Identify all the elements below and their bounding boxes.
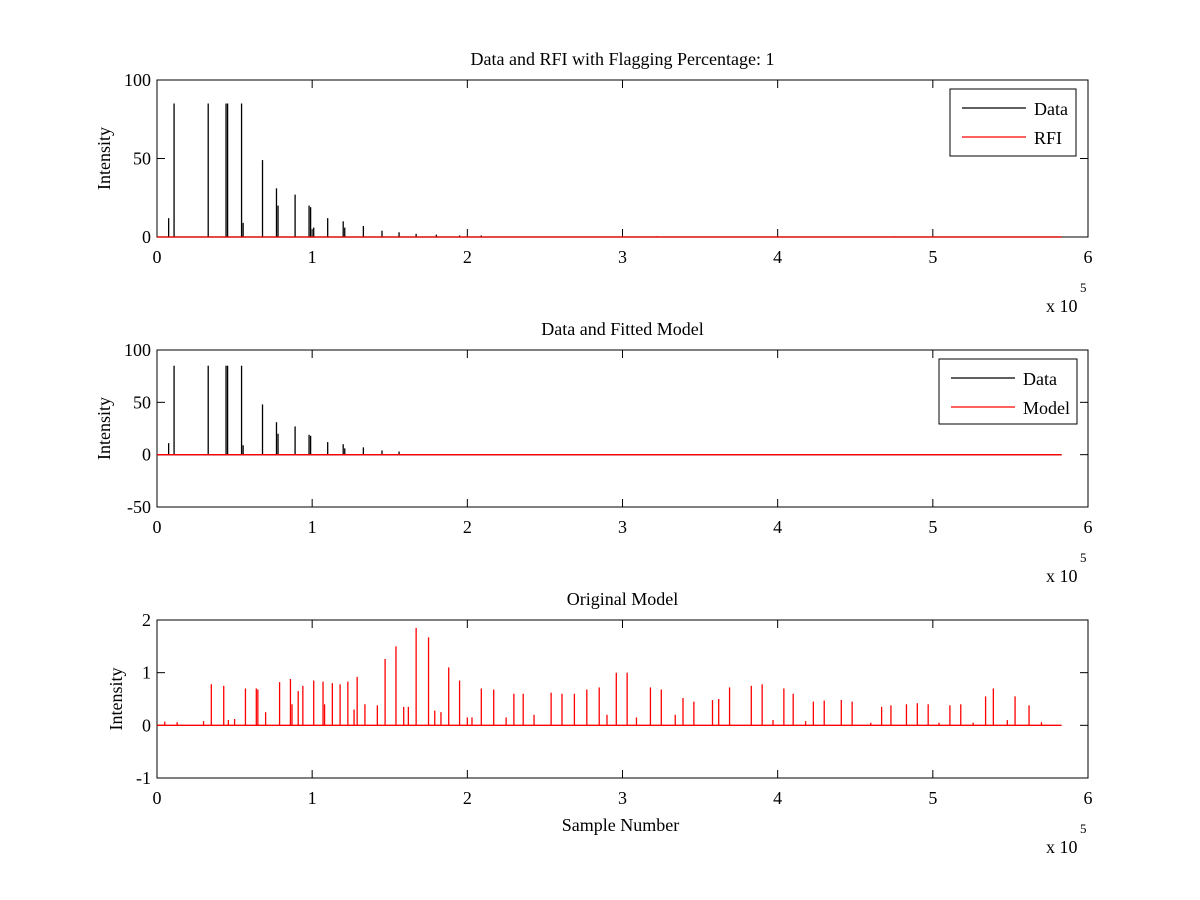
y-tick-label: 100	[124, 340, 151, 360]
axes-box	[156, 79, 1089, 238]
x-tick-label: 2	[463, 788, 472, 808]
legend: Data Model	[938, 358, 1078, 425]
series-model	[157, 627, 1062, 726]
x-exponent-label: x 10	[1046, 837, 1078, 857]
x-tick-label: 0	[153, 788, 162, 808]
x-tick-label: 4	[773, 788, 782, 808]
y-tick-label: 1	[142, 663, 151, 683]
y-tick-label: 2	[142, 610, 151, 630]
x-tick-label: 1	[308, 788, 317, 808]
axes-box	[156, 349, 1089, 508]
x-tick-label: 6	[1084, 247, 1093, 267]
y-tick-label: 0	[142, 445, 151, 465]
x-tick-label: 1	[308, 517, 317, 537]
x-tick-label: 4	[773, 517, 782, 537]
x-tick-label: 3	[618, 788, 627, 808]
x-tick-label: 0	[153, 517, 162, 537]
legend-label: RFI	[1034, 128, 1062, 148]
legend: Data RFI	[949, 88, 1077, 157]
x-tick-label: 1	[308, 247, 317, 267]
x-tick-label: 4	[773, 247, 782, 267]
y-axis-label: Intensity	[94, 127, 114, 190]
legend-label: Model	[1023, 398, 1070, 418]
x-tick-label: 5	[928, 517, 937, 537]
legend-label: Data	[1034, 99, 1068, 119]
x-exponent-label: x 10	[1046, 296, 1078, 316]
legend-box	[938, 358, 1078, 425]
chart-title: Data and Fitted Model	[541, 319, 703, 339]
x-tick-label: 2	[463, 517, 472, 537]
chart-title: Data and RFI with Flagging Percentage: 1	[471, 49, 775, 69]
y-tick-label: -50	[127, 497, 151, 517]
x-exponent-power: 5	[1080, 280, 1087, 295]
x-tick-label: 6	[1084, 517, 1093, 537]
y-tick-label: -1	[136, 768, 151, 788]
x-exponent-label: x 10	[1046, 566, 1078, 586]
x-tick-label: 0	[153, 247, 162, 267]
legend-label: Data	[1023, 369, 1057, 389]
y-axis-label: Intensity	[94, 397, 114, 460]
series-rfi	[157, 236, 1062, 238]
chart-title: Original Model	[567, 589, 678, 609]
y-tick-label: 100	[124, 70, 151, 90]
axes-box	[156, 619, 1089, 779]
x-exponent-power: 5	[1080, 550, 1087, 565]
x-tick-label: 6	[1084, 788, 1093, 808]
y-tick-label: 0	[142, 227, 151, 247]
y-axis-label: Intensity	[106, 668, 126, 731]
x-tick-label: 2	[463, 247, 472, 267]
x-tick-label: 3	[618, 517, 627, 537]
y-tick-label: 50	[133, 149, 151, 169]
x-tick-label: 5	[928, 247, 937, 267]
legend-box	[949, 88, 1077, 157]
x-tick-label: 5	[928, 788, 937, 808]
x-tick-label: 3	[618, 247, 627, 267]
x-exponent-power: 5	[1080, 821, 1087, 836]
y-tick-label: 0	[142, 715, 151, 735]
x-axis-label: Sample Number	[562, 815, 679, 835]
y-tick-label: 50	[133, 392, 151, 412]
